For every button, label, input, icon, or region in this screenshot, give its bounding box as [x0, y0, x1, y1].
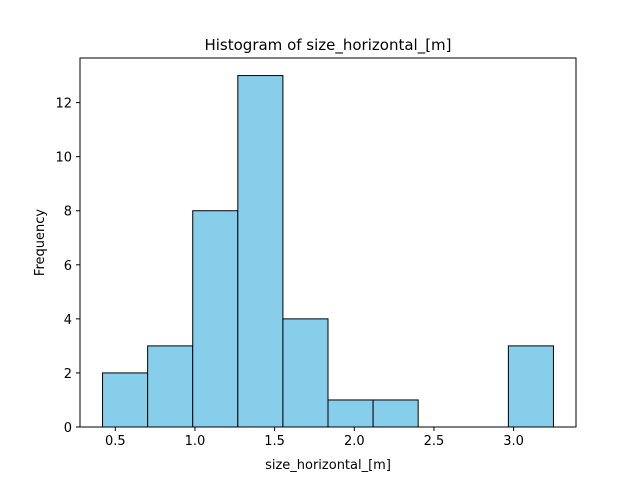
- x-tick-label: 2.5: [424, 434, 445, 449]
- x-tick-label: 3.0: [503, 434, 524, 449]
- plot-frame: [79, 57, 577, 428]
- x-tick-label: 0.5: [105, 434, 126, 449]
- histogram-bar: [102, 372, 149, 428]
- histogram-bar: [192, 210, 239, 428]
- y-tick-label: 0: [64, 421, 72, 436]
- x-axis-label: size_horizontal_[m]: [265, 458, 391, 473]
- x-tick-label: 2.0: [344, 434, 365, 449]
- y-tick-label: 8: [64, 205, 72, 220]
- histogram-bar: [282, 318, 329, 428]
- histogram-bar: [147, 345, 194, 428]
- histogram-bar: [507, 345, 554, 428]
- histogram-bar: [237, 75, 284, 428]
- histogram-bar: [327, 399, 374, 428]
- x-ticks: 0.5 1.0 1.5 2.0 2.5 3.0: [105, 427, 524, 449]
- y-ticks: 0 2 4 6 8 10 12: [55, 97, 80, 436]
- y-tick-label: 6: [64, 259, 72, 274]
- y-tick-label: 2: [64, 367, 72, 382]
- chart-title: Histogram of size_horizontal_[m]: [204, 36, 451, 55]
- y-tick-label: 10: [55, 151, 72, 166]
- y-tick-label: 12: [55, 97, 72, 112]
- histogram-bar: [372, 399, 419, 428]
- bars-group: [102, 75, 554, 428]
- y-tick-label: 4: [64, 313, 72, 328]
- y-axis-label: Frequency: [33, 209, 48, 276]
- x-tick-label: 1.5: [264, 434, 285, 449]
- x-tick-label: 1.0: [185, 434, 206, 449]
